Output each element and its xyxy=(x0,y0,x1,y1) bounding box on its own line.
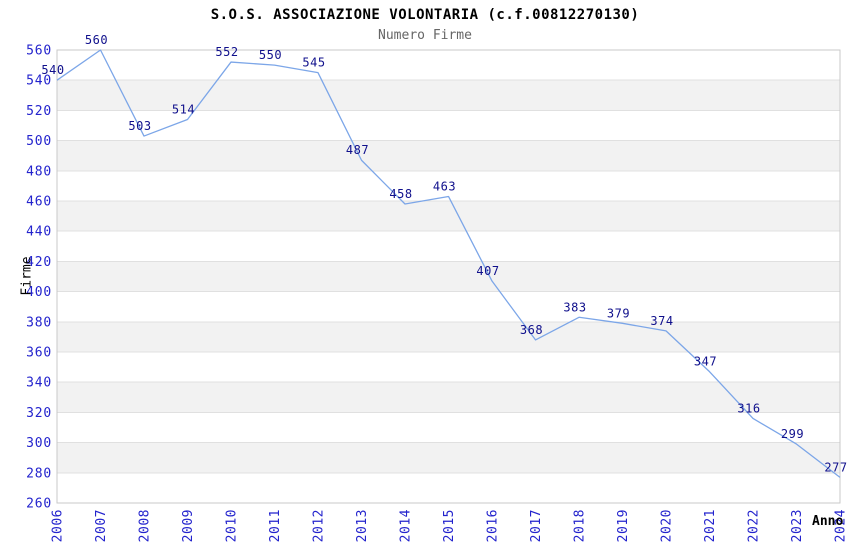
y-tick-label: 440 xyxy=(26,225,52,240)
data-label: 299 xyxy=(781,427,804,441)
plot-border xyxy=(56,49,841,504)
data-label: 560 xyxy=(85,33,108,47)
series-line xyxy=(56,49,841,478)
x-tick-label: 2007 xyxy=(94,509,109,542)
x-tick-label: 2018 xyxy=(573,509,588,542)
x-tick-label: 2010 xyxy=(225,509,240,542)
y-tick-label: 540 xyxy=(26,74,52,89)
y-tick-label: 560 xyxy=(26,44,52,59)
x-tick-label: 2009 xyxy=(181,509,196,542)
y-tick-label: 360 xyxy=(26,346,52,361)
y-tick-label: 400 xyxy=(26,285,52,300)
data-label: 487 xyxy=(346,143,369,157)
y-tick-label: 500 xyxy=(26,134,52,149)
y-tick-label: 340 xyxy=(26,376,52,391)
data-label: 550 xyxy=(259,48,282,62)
data-label: 545 xyxy=(302,56,325,70)
data-label: 407 xyxy=(476,264,499,278)
data-label: 383 xyxy=(563,300,586,314)
y-tick-label: 260 xyxy=(26,497,52,512)
data-label: 540 xyxy=(41,63,64,77)
x-tick-label: 2011 xyxy=(268,509,283,542)
x-tick-label: 2016 xyxy=(486,509,501,542)
data-label: 316 xyxy=(737,401,760,415)
y-tick-label: 280 xyxy=(26,466,52,481)
y-tick-label: 320 xyxy=(26,406,52,421)
x-tick-label: 2024 xyxy=(834,509,849,542)
data-label: 463 xyxy=(433,179,456,193)
y-tick-label: 380 xyxy=(26,315,52,330)
data-label: 277 xyxy=(824,460,847,474)
plot-band xyxy=(57,261,840,292)
plot-band xyxy=(57,80,840,111)
data-label: 368 xyxy=(520,323,543,337)
chart-title: S.O.S. ASSOCIAZIONE VOLONTARIA (c.f.0081… xyxy=(210,7,640,23)
y-tick-label: 460 xyxy=(26,195,52,210)
y-axis-title: Firme xyxy=(19,256,35,296)
plot-band xyxy=(57,382,840,413)
x-tick-label: 2022 xyxy=(747,509,762,542)
plot-band xyxy=(57,201,840,232)
x-tick-label: 2013 xyxy=(355,509,370,542)
y-tick-label: 480 xyxy=(26,164,52,179)
x-tick-label: 2006 xyxy=(51,509,66,542)
x-tick-label: 2015 xyxy=(442,509,457,542)
x-tick-label: 2012 xyxy=(312,509,327,542)
plot-band xyxy=(57,321,840,352)
x-tick-label: 2021 xyxy=(703,509,718,542)
data-label: 458 xyxy=(389,187,412,201)
x-tick-label: 2019 xyxy=(616,509,631,542)
data-label: 347 xyxy=(694,355,717,369)
x-tick-label: 2020 xyxy=(660,509,675,542)
x-tick-label: 2014 xyxy=(399,509,414,542)
x-tick-label: 2017 xyxy=(529,509,544,542)
y-tick-label: 420 xyxy=(26,255,52,270)
data-label: 514 xyxy=(172,102,195,116)
y-tick-label: 300 xyxy=(26,436,52,451)
y-tick-label: 520 xyxy=(26,104,52,119)
data-label: 379 xyxy=(607,306,630,320)
data-label: 374 xyxy=(650,314,673,328)
data-label: 503 xyxy=(128,119,151,133)
chart-subtitle: Numero Firme xyxy=(378,28,472,43)
x-tick-label: 2008 xyxy=(138,509,153,542)
x-tick-label: 2023 xyxy=(790,509,805,542)
data-label: 552 xyxy=(215,45,238,59)
plot-band xyxy=(57,442,840,473)
x-axis-title: Anno xyxy=(812,514,844,529)
plot-band xyxy=(57,140,840,171)
